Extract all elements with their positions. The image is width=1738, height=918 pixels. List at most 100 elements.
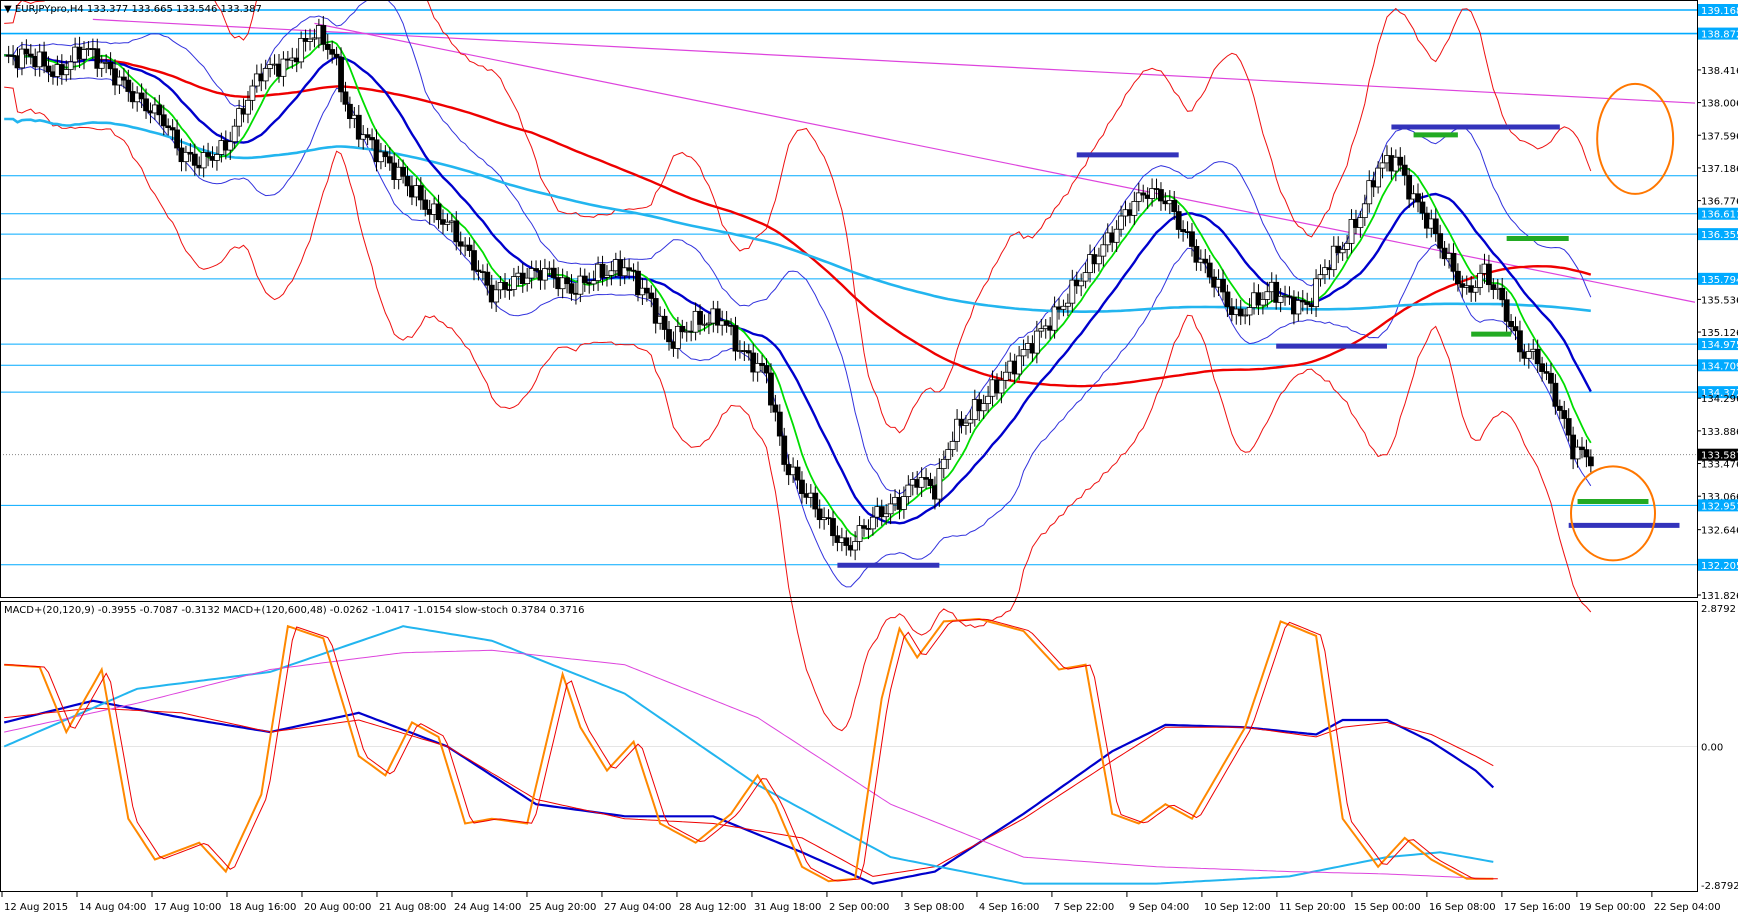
candle-body — [1246, 307, 1253, 316]
candle-body — [590, 280, 597, 285]
candle-body — [1375, 167, 1382, 188]
candle-body — [1193, 245, 1200, 263]
candle-body — [1259, 299, 1266, 306]
indicator-pane[interactable] — [0, 617, 1697, 885]
price-tick-label: 133.587 — [1701, 451, 1738, 462]
candle-body — [949, 440, 956, 450]
candle-body — [1344, 242, 1350, 250]
candle-body — [852, 541, 859, 551]
candle-body — [471, 250, 477, 271]
candle-body — [1348, 219, 1355, 244]
annotations — [837, 82, 1680, 568]
candle-body — [1078, 280, 1085, 287]
price-tick-label: 133.886 — [1701, 427, 1738, 438]
candle-body — [1574, 446, 1581, 460]
level-tag — [1698, 359, 1738, 372]
candle-body — [1202, 258, 1209, 264]
candle-body — [1020, 349, 1027, 357]
candle-body — [1587, 456, 1594, 467]
price-tick-label: 139.168 — [1701, 6, 1738, 17]
candle-body — [905, 484, 912, 497]
indicator-header: MACD+(20,120,9) -0.3955 -0.7087 -0.3132 … — [4, 605, 584, 616]
candle-body — [435, 203, 442, 221]
time-tick-label: 4 Sep 16:00 — [979, 902, 1039, 913]
candle-body — [568, 283, 575, 294]
candle-body — [1543, 371, 1550, 374]
candle-body — [386, 156, 393, 164]
price-tick-label: 138.006 — [1701, 99, 1738, 110]
candle-body — [732, 325, 739, 352]
candle-body — [843, 537, 850, 546]
candle-body — [1548, 372, 1554, 384]
candle-body — [1361, 203, 1368, 219]
price-tick-label: 134.709 — [1701, 361, 1738, 372]
bollinger-lower — [4, 54, 1592, 588]
ma-cyan-long — [4, 117, 1591, 314]
candle-body — [1264, 291, 1271, 300]
candle-body — [400, 166, 406, 177]
candle-body — [1237, 308, 1244, 317]
level-tag — [1698, 4, 1738, 16]
candle-body — [1517, 330, 1523, 353]
candle-body — [41, 51, 48, 67]
candle-body — [120, 76, 127, 81]
level-tag — [1698, 228, 1738, 241]
candle-body — [245, 99, 251, 115]
candles — [5, 15, 1594, 561]
candle-body — [1135, 192, 1142, 202]
candle-body — [533, 268, 539, 271]
candle-body — [985, 395, 992, 404]
candle-body — [107, 62, 114, 70]
time-tick-label: 18 Aug 16:00 — [229, 902, 296, 913]
candle-body — [1255, 292, 1262, 306]
price-tick-label: 138.872 — [1701, 30, 1738, 41]
candle-body — [1131, 201, 1138, 216]
candle-body — [940, 458, 947, 469]
candle-body — [320, 25, 327, 45]
price-pane[interactable] — [0, 0, 1697, 732]
candle-body — [528, 268, 535, 279]
time-tick-label: 25 Aug 20:00 — [529, 902, 596, 913]
candle-body — [1189, 231, 1195, 247]
candle-body — [1552, 382, 1559, 407]
candle-body — [231, 125, 238, 143]
time-tick-label: 12 Aug 2015 — [4, 902, 68, 913]
candle-body — [1273, 281, 1280, 303]
price-tick-label: 135.794 — [1701, 275, 1738, 286]
candle-body — [262, 68, 269, 82]
level-tag — [1698, 338, 1738, 351]
candle-body — [759, 362, 765, 366]
time-tick-label: 14 Aug 04:00 — [79, 902, 146, 913]
candle-body — [174, 129, 180, 149]
candle-body — [954, 418, 960, 442]
candle-body — [1224, 291, 1231, 308]
candle-body — [19, 48, 25, 69]
candle-body — [1295, 300, 1302, 315]
candle-body — [643, 287, 650, 294]
price-tick-label: 135.126 — [1701, 328, 1738, 339]
level-tag — [1698, 272, 1738, 285]
candle-body — [1060, 305, 1067, 310]
candle-body — [1472, 287, 1479, 293]
time-tick-label: 21 Aug 08:00 — [379, 902, 446, 913]
candle-body — [453, 220, 460, 243]
candle-body — [67, 61, 74, 70]
candle-body — [750, 352, 757, 373]
candle-body — [542, 268, 548, 281]
candle-body — [1118, 215, 1124, 230]
candle-body — [1033, 330, 1040, 354]
candle-body — [577, 275, 584, 295]
time-tick-label: 10 Sep 12:00 — [1204, 902, 1271, 913]
time-tick-label: 24 Aug 14:00 — [454, 902, 521, 913]
candle-body — [945, 449, 952, 460]
level-tag — [1698, 558, 1738, 571]
candle-body — [27, 53, 34, 57]
candle-body — [1153, 188, 1160, 190]
candle-body — [661, 315, 668, 330]
candle-body — [1322, 267, 1328, 276]
candle-body — [1113, 228, 1120, 243]
candle-body — [918, 477, 925, 488]
candle-body — [236, 108, 243, 127]
candle-body — [998, 379, 1005, 394]
